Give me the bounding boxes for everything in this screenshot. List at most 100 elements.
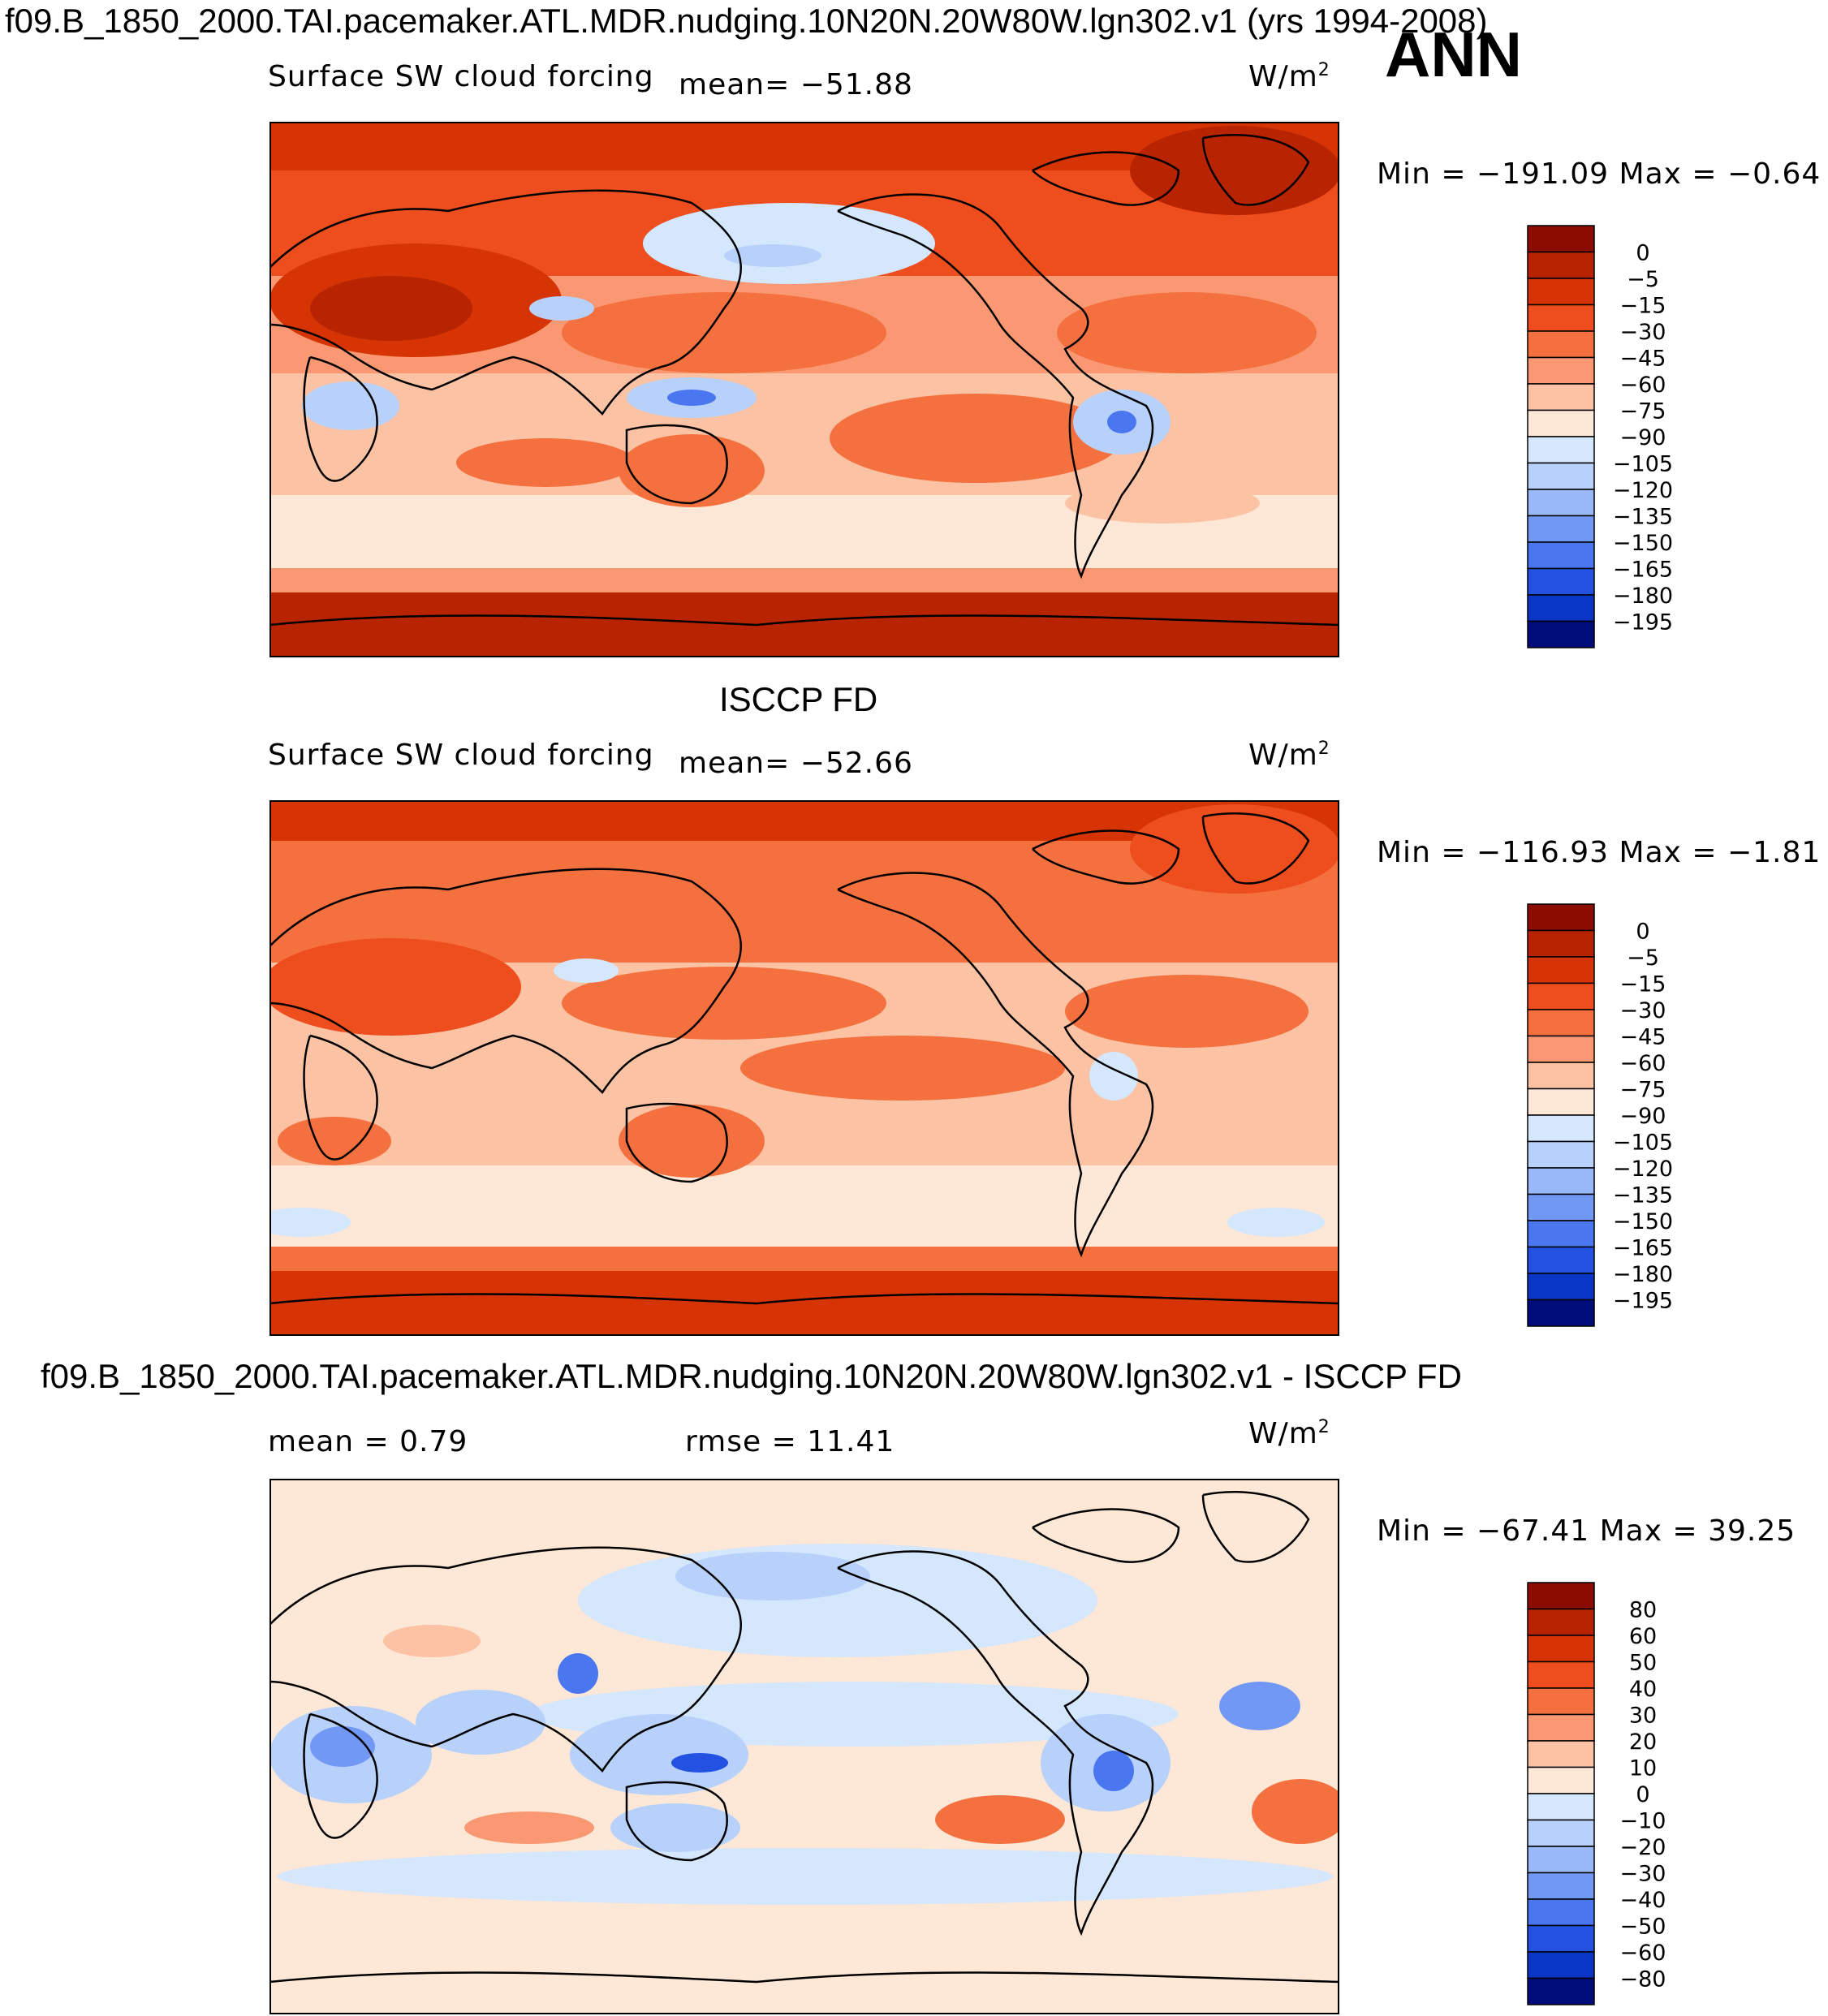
- colorbar2-box: [1527, 1088, 1595, 1116]
- p1-blob-indocean: [456, 438, 635, 487]
- colorbar2-box: [1527, 956, 1595, 984]
- colorbar3-label: −10: [1620, 1809, 1666, 1834]
- colorbar2-label: −180: [1613, 1262, 1673, 1287]
- colorbar1-box: [1527, 541, 1595, 570]
- p3-blob-soocean: [278, 1848, 1333, 1905]
- panel2-colorbar: 0−5−15−30−45−60−75−90−105−120−135−150−16…: [1527, 903, 1673, 1327]
- p3-blob-satl-pos: [1252, 1779, 1339, 1844]
- colorbar3-box: [1527, 1977, 1595, 2005]
- colorbar1-box: [1527, 567, 1595, 596]
- p2-blob-so-blue2: [1227, 1208, 1325, 1237]
- colorbar3-label: −80: [1620, 1967, 1666, 1992]
- p2-frame: [269, 800, 1339, 1336]
- p1-frame: [269, 122, 1339, 657]
- colorbar1-label: −180: [1613, 584, 1673, 609]
- colorbar2-box: [1527, 1140, 1595, 1169]
- colorbar3-label: −40: [1620, 1888, 1666, 1913]
- panel3-title: f09.B_1850_2000.TAI.pacemaker.ATL.MDR.nu…: [41, 1357, 1462, 1395]
- p1-band-so-edge: [269, 568, 1339, 592]
- p1-blob-greenland: [1130, 126, 1339, 215]
- colorbar2-box: [1527, 1009, 1595, 1037]
- p1-band-tropics: [269, 373, 1339, 495]
- p3-blob-samerica2: [1093, 1751, 1134, 1791]
- p3-blob-stratocu-pos: [935, 1795, 1065, 1844]
- p1-blob-amazon2: [1107, 411, 1136, 433]
- colorbar3-label: 30: [1629, 1704, 1657, 1729]
- p3-blob-africa2: [310, 1726, 375, 1767]
- colorbar3-label: 0: [1636, 1782, 1649, 1807]
- panel3-minmax: Min = −67.41 Max = 39.25: [1377, 1514, 1796, 1548]
- colorbar3-label: 20: [1629, 1730, 1657, 1755]
- colorbar2-label: −120: [1613, 1157, 1673, 1182]
- panel3-map: [269, 1479, 1339, 2014]
- colorbar3-box: [1527, 1713, 1595, 1742]
- colorbar1-box: [1527, 620, 1595, 648]
- colorbar2-box: [1527, 1273, 1595, 1301]
- p1-band-antarctic: [269, 592, 1339, 657]
- colorbar3-box: [1527, 1687, 1595, 1716]
- colorbar2-box: [1527, 903, 1595, 932]
- colorbar1-label: −105: [1613, 452, 1673, 477]
- colorbar2-box: [1527, 1114, 1595, 1143]
- colorbar3-label: 40: [1629, 1677, 1657, 1702]
- colorbar3-label: −60: [1620, 1941, 1666, 1966]
- colorbar2-label: −90: [1620, 1104, 1666, 1129]
- p1-blob-stratocu: [830, 394, 1122, 483]
- colorbar2-label: −105: [1613, 1131, 1673, 1156]
- colorbar2-box: [1527, 1193, 1595, 1221]
- colorbar3-label: 10: [1629, 1756, 1657, 1781]
- colorbar1-label: −150: [1613, 531, 1673, 556]
- p2-blob-stratocu: [740, 1036, 1065, 1101]
- colorbar3-box: [1527, 1740, 1595, 1768]
- colorbar1-label: 0: [1636, 241, 1649, 266]
- colorbar1-box: [1527, 409, 1595, 437]
- colorbar3-label: −50: [1620, 1915, 1666, 1940]
- p1-blob-npac-orange: [562, 292, 886, 373]
- colorbar1-box: [1527, 304, 1595, 332]
- colorbar1-label: −15: [1620, 294, 1666, 319]
- colorbar3-box: [1527, 1793, 1595, 1821]
- p2-band-antarctic: [269, 1271, 1339, 1336]
- colorbar2-label: −150: [1613, 1209, 1673, 1234]
- panel2-title: ISCCP FD: [719, 680, 878, 718]
- colorbar2-label: −135: [1613, 1183, 1673, 1208]
- colorbar2-box: [1527, 1062, 1595, 1090]
- colorbar2-box: [1527, 1220, 1595, 1248]
- p2-band-so-edge: [269, 1247, 1339, 1271]
- colorbar3-box: [1527, 1924, 1595, 1953]
- colorbar1-label: −90: [1620, 425, 1666, 450]
- p1-blob-australia: [619, 434, 765, 507]
- colorbar1-box: [1527, 436, 1595, 464]
- panel2-map: [269, 800, 1339, 1336]
- colorbar1-label: −135: [1613, 505, 1673, 530]
- p2-blob-npac: [562, 967, 886, 1040]
- panel3-units: W/m2: [1248, 1417, 1330, 1450]
- panel1-colorbar: 0−5−15−30−45−60−75−90−105−120−135−150−16…: [1527, 225, 1673, 648]
- p1-blob-natl: [1057, 292, 1317, 373]
- panel1-map: [269, 122, 1339, 657]
- colorbar1-box: [1527, 462, 1595, 490]
- colorbar3-label: 60: [1629, 1624, 1657, 1649]
- colorbar2-box: [1527, 1246, 1595, 1274]
- colorbar2-label: −30: [1620, 998, 1666, 1023]
- colorbar1-box: [1527, 383, 1595, 411]
- p2-coastlines: [269, 812, 1339, 1305]
- colorbar2-label: −60: [1620, 1051, 1666, 1076]
- colorbar2-box: [1527, 1035, 1595, 1063]
- colorbar1-box: [1527, 278, 1595, 306]
- panel3-rmse: rmse = 11.41: [685, 1425, 895, 1458]
- p2-blob-soafrica: [278, 1117, 391, 1165]
- colorbar3-box: [1527, 1608, 1595, 1636]
- colorbar1-label: −165: [1613, 558, 1673, 583]
- figure-title: f09.B_1850_2000.TAI.pacemaker.ATL.MDR.nu…: [5, 2, 1488, 40]
- p2-blob-greenland: [1130, 804, 1339, 894]
- p1-blob-arabia: [310, 276, 472, 341]
- p1-blob-warmpool2: [667, 390, 716, 406]
- colorbar1-box: [1527, 330, 1595, 359]
- colorbar2-box: [1527, 1167, 1595, 1195]
- panel1-subtitle: Surface SW cloud forcing: [268, 60, 654, 93]
- colorbar2-box: [1527, 1299, 1595, 1327]
- p3-blob-australia: [610, 1803, 740, 1852]
- colorbar2-label: 0: [1636, 920, 1649, 945]
- p3-coastlines: [269, 1491, 1339, 1984]
